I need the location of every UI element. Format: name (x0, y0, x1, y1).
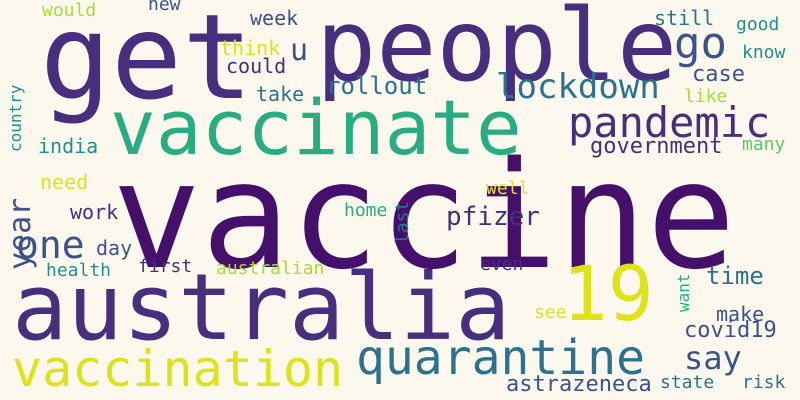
word-home: home (344, 200, 388, 221)
word-new: new (148, 0, 181, 15)
word-covid19: covid19 (684, 318, 777, 343)
word-19: 19 (562, 249, 654, 338)
word-india: india (38, 134, 99, 158)
word-state: state (660, 372, 715, 393)
word-take: take (256, 82, 305, 106)
word-vaccinate: vaccinate (110, 83, 522, 172)
word-people: people (316, 0, 678, 104)
word-like: like (684, 86, 728, 107)
word-quarantine: quarantine (356, 330, 645, 386)
word-case: case (692, 62, 745, 87)
word-well: well (486, 178, 530, 199)
word-rollout: rollout (326, 72, 428, 100)
word-first: first (138, 256, 193, 277)
word-get: get (40, 0, 254, 126)
word-still: still (654, 6, 715, 30)
word-u: u (290, 33, 309, 68)
word-would: would (42, 0, 97, 21)
word-health: health (46, 260, 112, 281)
word-work: work (70, 200, 119, 224)
word-could: could (226, 54, 287, 78)
word-even: even (480, 254, 524, 275)
word-make: make (716, 302, 765, 326)
word-know: know (742, 42, 786, 63)
word-pfizer: pfizer (446, 202, 540, 232)
word-country: country (6, 84, 25, 152)
word-say: say (684, 339, 742, 377)
word-good: good (736, 14, 780, 35)
word-need: need (40, 170, 89, 194)
word-see: see (534, 302, 567, 323)
word-year: year (3, 197, 38, 270)
word-time: time (706, 262, 764, 290)
word-astrazeneca: astrazeneca (506, 372, 652, 397)
word-one: one (16, 223, 85, 267)
word-vaccine: vaccine (112, 130, 736, 302)
word-day: day (96, 236, 133, 260)
word-week: week (250, 6, 299, 30)
word-vaccination: vaccination (12, 340, 344, 398)
word-australia: australia (12, 254, 511, 361)
word-risk: risk (742, 372, 786, 393)
word-many: many (742, 134, 786, 155)
word-lockdown: lockdown (496, 67, 660, 107)
word-want: want (674, 273, 693, 312)
word-last: last (392, 200, 413, 244)
word-go: go (674, 18, 727, 69)
word-think: think (220, 36, 281, 60)
word-australian: australian (216, 258, 325, 279)
word-pandemic: pandemic (568, 98, 771, 147)
word-government: government (590, 134, 723, 159)
